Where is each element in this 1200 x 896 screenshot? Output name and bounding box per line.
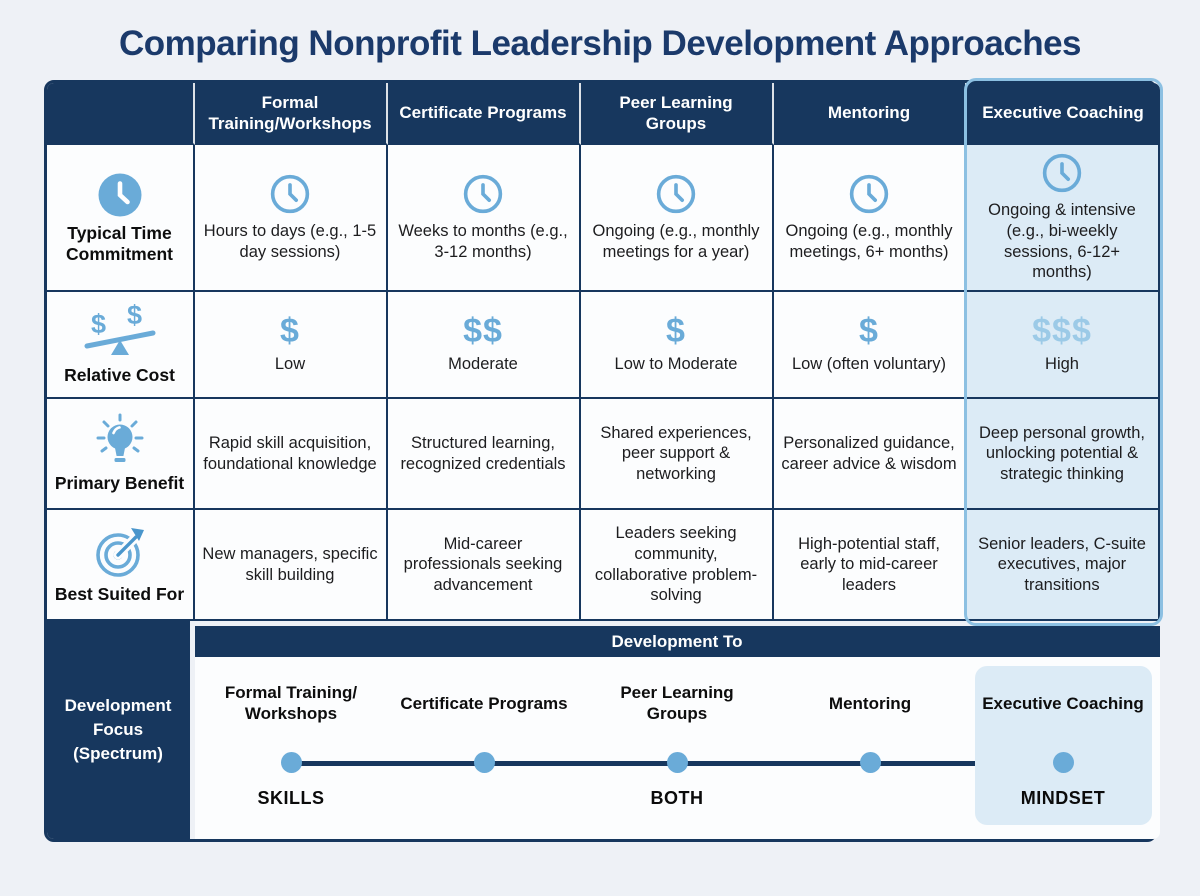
stop-label: Certificate Programs	[400, 693, 568, 713]
spectrum-dot	[859, 752, 881, 773]
clock-outline-icon	[462, 173, 504, 215]
cell-benefit-executive-coaching: Deep personal growth, unlocking potentia…	[966, 399, 1160, 510]
cost-balance-icon: $ $	[79, 303, 161, 361]
cell-text: Moderate	[448, 355, 518, 374]
row-label-best-suited-for: Best Suited For	[46, 510, 195, 621]
cell-text: High	[1045, 355, 1079, 374]
clock-outline-icon	[655, 173, 697, 215]
row-label-time-commitment: Typical Time Commitment	[46, 145, 195, 292]
clock-outline-icon	[848, 173, 890, 215]
row-label-text: Development Focus (Spectrum)	[64, 696, 172, 763]
cell-time-peer-learning: Ongoing (e.g., monthly meetings for a ye…	[580, 145, 774, 292]
svg-text:$: $	[91, 309, 106, 339]
clock-outline-icon	[269, 173, 311, 215]
cell-time-formal-training: Hours to days (e.g., 1-5 day sessions)	[194, 145, 388, 292]
clock-filled-icon	[96, 171, 144, 219]
col-header-certificate-programs: Certificate Programs	[387, 83, 581, 145]
dollar-symbol: $	[280, 312, 300, 351]
spectrum-panel: Formal Training/ Workshops SKILLS Certif…	[194, 657, 1160, 839]
cell-time-executive-coaching: Ongoing & intensive (e.g., bi-weekly ses…	[966, 145, 1160, 292]
stop-label: Formal Training/ Workshops	[224, 683, 358, 723]
spectrum-stop-formal-training: Formal Training/ Workshops SKILLS	[195, 657, 388, 839]
spectrum-dot	[1052, 752, 1074, 773]
spectrum-stop-executive-coaching: Executive Coaching MINDSET	[967, 657, 1160, 839]
dollar-symbol: $	[859, 312, 879, 351]
row-label-text: Best Suited For	[54, 584, 185, 605]
spectrum-dot	[666, 752, 688, 773]
cell-text: Personalized guidance, career advice & w…	[781, 433, 957, 473]
development-to-bar: Development To	[194, 621, 1160, 657]
cell-suited-executive-coaching: Senior leaders, C-suite executives, majo…	[966, 510, 1160, 621]
stop-tag: MINDSET	[1020, 788, 1106, 808]
cell-suited-mentoring: High-potential staff, early to mid-caree…	[773, 510, 967, 621]
cell-text: Weeks to months (e.g., 3-12 months)	[398, 221, 568, 261]
cell-text: Deep personal growth, unlocking potentia…	[978, 423, 1145, 483]
spectrum-stop-mentoring: Mentoring	[774, 657, 967, 839]
dollar-symbol: $$$	[1032, 312, 1092, 351]
row-label-text: Typical Time Commitment	[66, 222, 173, 264]
cell-cost-executive-coaching: $$$ High	[966, 292, 1160, 399]
cell-text: Mid-career professionals seeking advance…	[403, 534, 563, 594]
cell-benefit-mentoring: Personalized guidance, career advice & w…	[773, 399, 967, 510]
target-dart-icon	[92, 524, 148, 580]
cell-text: Low to Moderate	[614, 355, 738, 374]
stop-label: Mentoring	[828, 693, 912, 713]
cell-text: Structured learning, recognized credenti…	[400, 433, 566, 473]
cell-text: Ongoing (e.g., monthly meetings, 6+ mont…	[785, 221, 953, 261]
col-header-executive-coaching: Executive Coaching	[966, 83, 1160, 145]
cell-text: Low (often voluntary)	[791, 355, 947, 374]
stop-tag: BOTH	[650, 788, 704, 808]
header-empty-cell	[46, 83, 195, 145]
cell-cost-mentoring: $ Low (often voluntary)	[773, 292, 967, 399]
cell-text: Leaders seeking community, collaborative…	[594, 524, 758, 605]
cell-suited-formal-training: New managers, specific skill building	[194, 510, 388, 621]
spectrum-stop-certificate-programs: Certificate Programs	[388, 657, 581, 839]
row-label-primary-benefit: Primary Benefit	[46, 399, 195, 510]
cell-text: Hours to days (e.g., 1-5 day sessions)	[203, 221, 377, 261]
spectrum-dot	[473, 752, 495, 773]
cell-text: High-potential staff, early to mid-caree…	[798, 534, 940, 594]
clock-outline-icon	[1041, 152, 1083, 194]
row-label-text: Primary Benefit	[54, 473, 185, 494]
stop-label: Peer Learning Groups	[620, 683, 734, 723]
cell-time-mentoring: Ongoing (e.g., monthly meetings, 6+ mont…	[773, 145, 967, 292]
row-label-development-focus: Development Focus (Spectrum)	[46, 621, 195, 839]
cell-text: Rapid skill acquisition, foundational kn…	[203, 433, 377, 473]
col-header-mentoring: Mentoring	[773, 83, 967, 145]
cell-benefit-peer-learning: Shared experiences, peer support & netwo…	[580, 399, 774, 510]
cell-suited-peer-learning: Leaders seeking community, collaborative…	[580, 510, 774, 621]
cell-text: Ongoing (e.g., monthly meetings for a ye…	[592, 221, 760, 261]
cell-cost-certificate-programs: $$ Moderate	[387, 292, 581, 399]
spectrum-stop-peer-learning: Peer Learning Groups BOTH	[581, 657, 774, 839]
cell-text: Shared experiences, peer support & netwo…	[600, 423, 752, 483]
svg-text:$: $	[127, 303, 142, 330]
page-title: Comparing Nonprofit Leadership Developme…	[118, 24, 1082, 63]
comparison-infographic: Comparing Nonprofit Leadership Developme…	[43, 24, 1163, 842]
col-header-peer-learning: Peer Learning Groups	[580, 83, 774, 145]
cell-cost-peer-learning: $ Low to Moderate	[580, 292, 774, 399]
dollar-symbol: $	[666, 312, 686, 351]
cell-text: Low	[274, 355, 306, 374]
cell-text: Ongoing & intensive (e.g., bi-weekly ses…	[988, 201, 1136, 282]
stop-label: Executive Coaching	[982, 693, 1144, 713]
bar-title: Development To	[611, 631, 743, 651]
cell-cost-formal-training: $ Low	[194, 292, 388, 399]
cell-suited-certificate-programs: Mid-career professionals seeking advance…	[387, 510, 581, 621]
spectrum-dot	[280, 752, 302, 773]
cell-benefit-formal-training: Rapid skill acquisition, foundational kn…	[194, 399, 388, 510]
cell-text: Senior leaders, C-suite executives, majo…	[978, 534, 1146, 594]
row-label-text: Relative Cost	[64, 365, 175, 386]
stop-tag: SKILLS	[257, 788, 325, 808]
lightbulb-icon	[93, 413, 147, 469]
row-label-relative-cost: $ $ Relative Cost	[46, 292, 195, 399]
comparison-table: Formal Training/Workshops Certificate Pr…	[43, 78, 1163, 842]
cell-benefit-certificate-programs: Structured learning, recognized credenti…	[387, 399, 581, 510]
dollar-symbol: $$	[463, 312, 503, 351]
cell-text: New managers, specific skill building	[202, 544, 378, 584]
cell-time-certificate-programs: Weeks to months (e.g., 3-12 months)	[387, 145, 581, 292]
col-header-formal-training: Formal Training/Workshops	[194, 83, 388, 145]
